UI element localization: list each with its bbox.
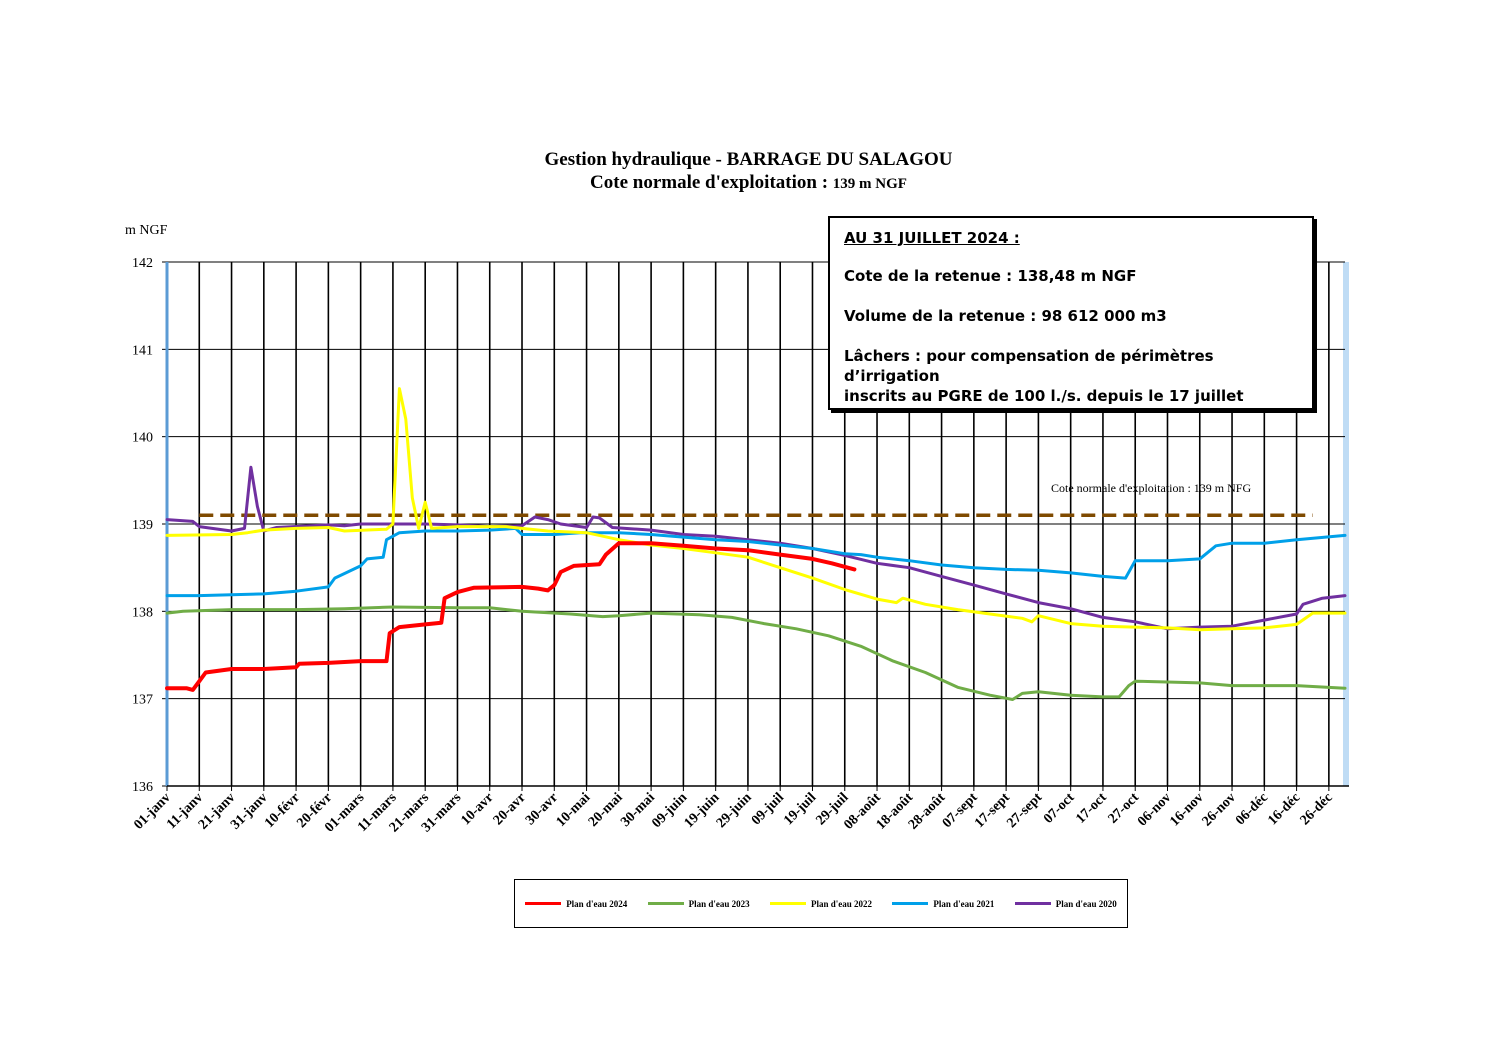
- legend-label: Plan d'eau 2022: [810, 898, 872, 909]
- x-tick-label: 10-févr: [262, 790, 303, 831]
- series-line: [165, 541, 857, 692]
- series-line: [165, 526, 1347, 598]
- x-tick-label: 26-déc: [1298, 790, 1336, 828]
- x-tick-label: 07-sept: [940, 790, 981, 831]
- legend-item: Plan d'eau 2023: [647, 898, 750, 909]
- subtitle-value: 139 m NGF: [832, 176, 907, 192]
- x-tick-label: 17-sept: [972, 790, 1013, 831]
- y-tick-label: 139: [132, 518, 153, 533]
- x-tick-label: 26-nov: [1200, 790, 1239, 829]
- legend-item: Plan d'eau 2022: [769, 898, 872, 909]
- x-tick-label: 01-janv: [131, 790, 174, 833]
- legend-swatch: [892, 902, 929, 905]
- legend-item: Plan d'eau 2021: [892, 899, 994, 909]
- subtitle-prefix: Cote normale d'exploitation :: [590, 172, 829, 193]
- x-tick-label: 31-janv: [228, 790, 271, 833]
- x-tick-label: 10-mai: [554, 790, 594, 830]
- y-tick-label: 141: [132, 343, 153, 358]
- legend-swatch: [1014, 902, 1051, 905]
- x-tick-label: 20-mai: [586, 790, 626, 830]
- chart-subtitle: Cote normale d'exploitation : 139 m NGF: [0, 171, 1497, 196]
- y-tick-label: 138: [132, 605, 153, 620]
- x-tick-label: 27-sept: [1004, 790, 1045, 831]
- info-lachers-1: Lâchers : pour compensation de périmètre…: [844, 347, 1214, 385]
- chart-title: Gestion hydraulique - BARRAGE DU SALAGOU: [544, 149, 953, 170]
- y-axis-label: m NGF: [125, 223, 168, 238]
- x-tick-label: 09-juin: [649, 790, 690, 831]
- x-tick-label: 19-juin: [682, 790, 723, 831]
- legend-swatch: [647, 902, 684, 905]
- legend-item: Plan d'eau 2020: [1014, 898, 1117, 909]
- reference-line-label: Cote normale d'exploitation : 139 m NFG: [1051, 481, 1251, 495]
- legend-swatch: [769, 902, 806, 905]
- legend-label: Plan d'eau 2024: [566, 898, 628, 909]
- y-tick-label: 142: [132, 256, 153, 271]
- plot-right-shade: [1343, 262, 1349, 786]
- x-tick-label: 16-nov: [1167, 790, 1206, 829]
- info-cote: Cote de la retenue : 138,48 m NGF: [844, 267, 1137, 285]
- x-tick-label: 28-août: [906, 790, 949, 833]
- x-tick-label: 17-oct: [1073, 790, 1110, 827]
- legend-item: Plan d'eau 2024: [525, 899, 627, 909]
- x-tick-label: 06-déc: [1233, 790, 1271, 828]
- y-tick-label: 136: [132, 780, 153, 795]
- series-line: [165, 387, 1347, 632]
- legend-swatch: [525, 902, 562, 905]
- x-tick-label: 07-oct: [1041, 790, 1078, 827]
- x-tick-label: 16-déc: [1265, 790, 1303, 828]
- series-line: [165, 605, 1347, 701]
- chart-title-block: Gestion hydraulique - BARRAGE DU SALAGOU…: [0, 148, 1497, 196]
- info-box: AU 31 JUILLET 2024 : Cote de la retenue …: [828, 216, 1314, 410]
- x-tick-label: 19-juil: [781, 790, 819, 828]
- x-tick-label: 30-avr: [523, 790, 561, 828]
- x-tick-label: 06-nov: [1135, 790, 1174, 829]
- info-heading: AU 31 JUILLET 2024 :: [844, 229, 1020, 247]
- y-tick-label: 137: [132, 693, 153, 708]
- x-tick-label: 09-juil: [749, 790, 787, 828]
- y-tick-label: 140: [132, 431, 153, 446]
- info-volume: Volume de la retenue : 98 612 000 m3: [844, 307, 1167, 325]
- info-lachers-2: inscrits au PGRE de 100 l./s. depuis le …: [844, 387, 1244, 405]
- chart-legend: Plan d'eau 2024 Plan d'eau 2023 Plan d'eau…: [514, 879, 1128, 928]
- x-tick-label: 10-avr: [458, 790, 496, 828]
- legend-label: Plan d'eau 2023: [688, 898, 750, 909]
- x-tick-label: 20-avr: [491, 790, 529, 828]
- legend-label: Plan d'eau 2021: [933, 898, 995, 909]
- x-tick-label: 29-juin: [714, 790, 755, 831]
- legend-label: Plan d'eau 2020: [1055, 898, 1117, 909]
